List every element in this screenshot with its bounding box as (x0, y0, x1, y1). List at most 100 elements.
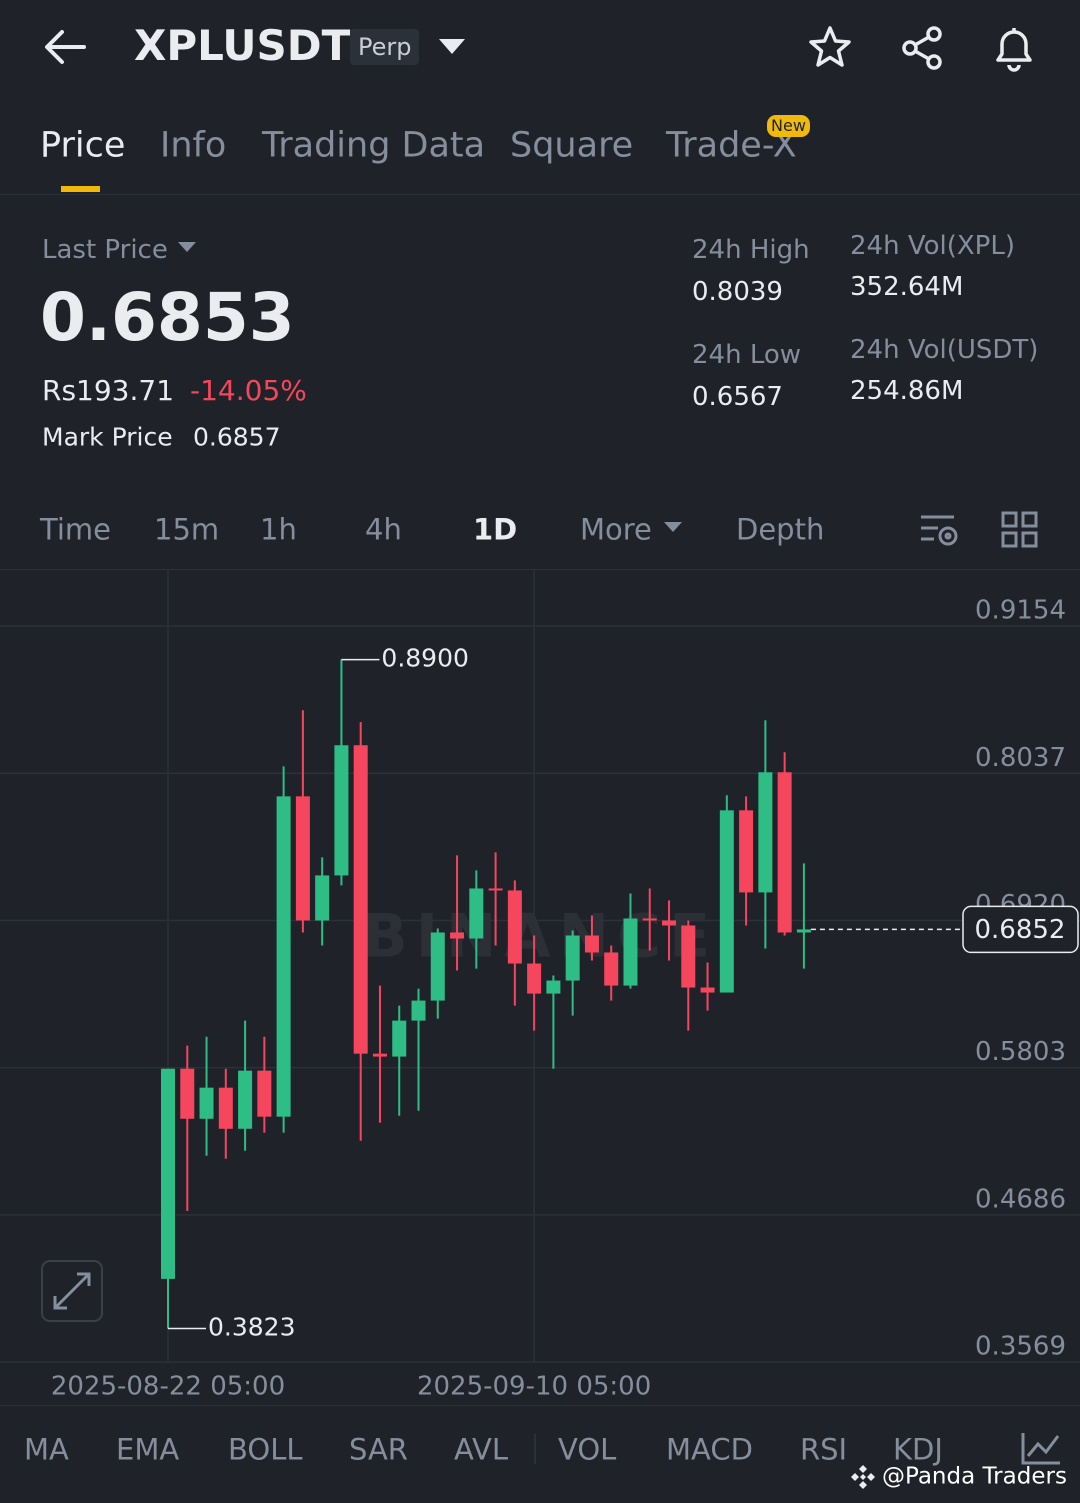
indicator[interactable]: MA (24, 1432, 69, 1467)
watermark-logo (851, 1465, 875, 1489)
candle-body (488, 888, 503, 891)
separator (534, 1434, 536, 1464)
candle-body (469, 888, 484, 939)
candle-body (777, 772, 792, 933)
candle-body (700, 987, 715, 993)
fullscreen-button[interactable] (41, 1260, 103, 1322)
price-change: -14.05% (190, 374, 307, 407)
divider (0, 194, 1080, 195)
candle-body (565, 935, 580, 981)
indicator-settings[interactable] (1020, 1430, 1062, 1466)
layout-icon[interactable] (1000, 510, 1040, 550)
interval[interactable]: Time (40, 512, 111, 547)
candle-body (180, 1068, 195, 1119)
candle-body (584, 935, 599, 953)
interval[interactable]: More (580, 512, 652, 547)
dropdown[interactable] (662, 520, 684, 536)
interval[interactable]: 4h (365, 512, 402, 547)
divider (0, 1405, 1080, 1406)
candle-body (315, 875, 330, 921)
candle-body (430, 932, 445, 1001)
chart-settings[interactable] (918, 512, 960, 548)
candle-body (276, 796, 291, 1117)
candle-body (662, 920, 677, 926)
candle-body (719, 810, 734, 993)
tab[interactable]: Square (510, 125, 634, 166)
candle-body (450, 932, 465, 939)
last-price-label: 0.6852 (975, 915, 1066, 945)
candle-body (546, 980, 561, 994)
candle-body (392, 1020, 407, 1057)
dropdown[interactable] (176, 240, 198, 256)
indicator[interactable]: KDJ (893, 1432, 943, 1467)
x-tick-label: 2025-08-22 05:00 (51, 1372, 285, 1402)
local-price: Rs193.71 (42, 374, 175, 407)
y-tick-label: 0.8037 (975, 743, 1066, 773)
candle-body (623, 918, 638, 986)
indicator[interactable]: EMA (116, 1432, 180, 1467)
indicator[interactable]: BOLL (228, 1432, 303, 1467)
y-tick-label: 0.9154 (975, 596, 1066, 626)
stat-label: 24h Low (692, 340, 802, 370)
high-label: 0.8900 (381, 644, 468, 673)
mark-price-label: Mark Price (42, 422, 173, 452)
candle-body (758, 772, 773, 893)
candle-body (353, 745, 368, 1054)
candle-body (796, 929, 811, 933)
candle-body (238, 1070, 253, 1129)
candle-body (257, 1070, 272, 1117)
candle-body (604, 952, 619, 986)
new-badge: New (767, 115, 810, 137)
candle-body (507, 890, 522, 964)
tab[interactable]: Price (40, 125, 126, 166)
stat-label: 24h Vol(USDT) (850, 335, 1039, 365)
stat-value: 0.6567 (692, 382, 783, 412)
y-tick-label: 0.3569 (975, 1332, 1066, 1362)
candle-body (372, 1053, 387, 1057)
x-tick-label: 2025-09-10 05:00 (417, 1372, 651, 1402)
stat-value: 254.86M (850, 376, 964, 406)
indicator[interactable]: AVL (454, 1432, 508, 1467)
stat-value: 0.8039 (692, 277, 783, 307)
interval[interactable]: 15m (154, 512, 220, 547)
symbol-dropdown[interactable] (436, 36, 468, 58)
candlestick-chart: BINANCE 0.35690.46860.58030.69200.80370.… (0, 570, 1080, 1402)
indicator[interactable]: SAR (349, 1432, 408, 1467)
candle-body (642, 918, 657, 921)
stat-label: 24h High (692, 235, 810, 265)
back-button[interactable] (40, 26, 90, 70)
candle-body (334, 745, 349, 876)
candle-body (411, 1000, 426, 1021)
favorite-icon[interactable] (806, 24, 854, 72)
watermark: BINANCE (362, 902, 718, 972)
perp-badge: Perp (350, 29, 420, 65)
indicator[interactable]: VOL (558, 1432, 617, 1467)
y-tick-label: 0.4686 (975, 1184, 1066, 1214)
low-label: 0.3823 (208, 1313, 295, 1342)
interval[interactable]: 1h (260, 512, 297, 547)
footer-watermark: @Panda Traders (882, 1463, 1067, 1490)
candle-body (295, 796, 310, 921)
tab-indicator (61, 186, 100, 192)
interval[interactable]: Depth (736, 512, 825, 547)
last-price-label: Last Price (42, 235, 168, 265)
indicator[interactable]: RSI (800, 1432, 848, 1467)
candle-body (199, 1087, 214, 1119)
y-tick-label: 0.5803 (975, 1037, 1066, 1067)
symbol: XPLUSDT (134, 21, 351, 70)
interval-active[interactable]: 1D (473, 512, 518, 547)
last-price: 0.6853 (40, 279, 295, 356)
share-icon[interactable] (898, 24, 948, 72)
candle-body (218, 1087, 233, 1129)
tab[interactable]: Info (160, 125, 227, 166)
candle-body (681, 925, 696, 988)
candle-body (161, 1068, 175, 1279)
tab[interactable]: Trading Data (262, 125, 486, 166)
last-price-box (962, 905, 1079, 954)
mark-price: 0.6857 (193, 422, 281, 452)
indicator[interactable]: MACD (666, 1432, 753, 1467)
alert-icon[interactable] (990, 22, 1038, 74)
stat-value: 352.64M (850, 272, 964, 302)
divider (0, 569, 1080, 570)
